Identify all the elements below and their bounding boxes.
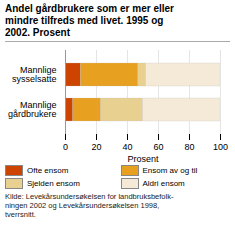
svg-text:Mannligesysselsatte: Mannligesysselsatte bbox=[12, 65, 57, 84]
svg-text:60: 60 bbox=[153, 142, 163, 152]
html-text:Ensom av og til: Ensom av og til bbox=[142, 166, 198, 175]
html-text:Kilde: Levekårsundersøkelsen f: Kilde: Levekårsundersøkelsen for landbru… bbox=[5, 192, 174, 219]
svg-text:100: 100 bbox=[213, 142, 228, 152]
html-text:Ofte ensom: Ofte ensom bbox=[27, 166, 69, 175]
svg-text:40: 40 bbox=[122, 142, 132, 152]
svg-text:20: 20 bbox=[91, 142, 101, 152]
html-text:Sjelden ensom: Sjelden ensom bbox=[27, 179, 80, 188]
html-text:Andel gårdbrukere som er mer e: Andel gårdbrukere som er mer eller mindr… bbox=[5, 3, 174, 38]
svg-text:80: 80 bbox=[184, 142, 194, 152]
svg-text:0: 0 bbox=[63, 142, 68, 152]
html-text:Aldri ensom: Aldri ensom bbox=[142, 179, 185, 188]
svg-text:Mannligegårdbrukere: Mannligegårdbrukere bbox=[8, 100, 57, 119]
svg-text:Prosent: Prosent bbox=[127, 154, 159, 164]
